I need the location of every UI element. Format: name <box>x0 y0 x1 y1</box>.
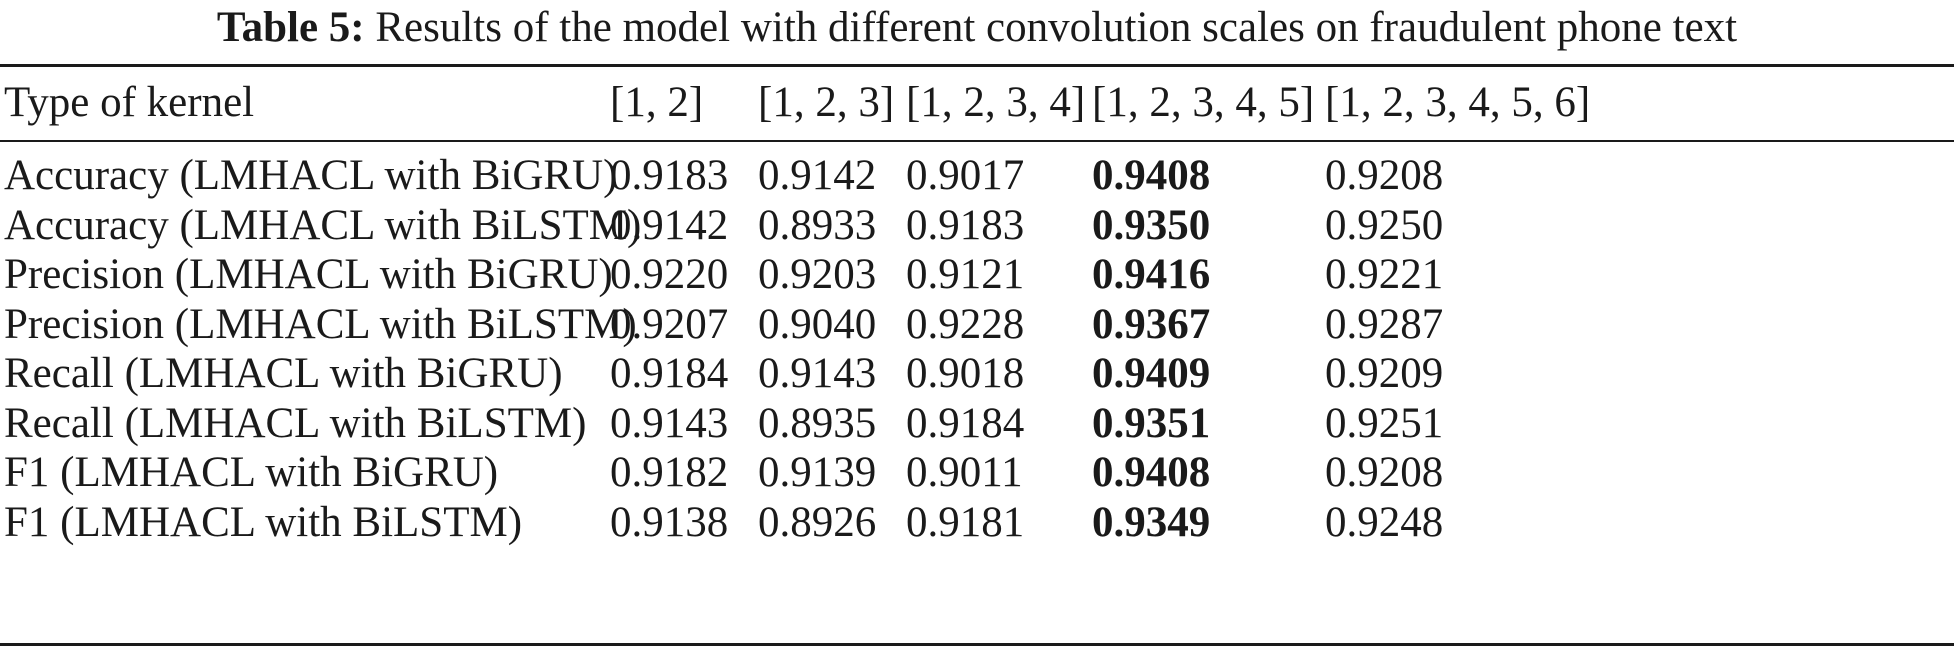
value-cell: 0.9250 <box>1325 201 1444 249</box>
value-cell: 0.9416 <box>1092 251 1211 298</box>
value-cell: 0.9207 <box>610 300 729 348</box>
value-cell: 0.9221 <box>1325 251 1444 298</box>
value-cell: 0.9287 <box>1325 300 1444 348</box>
value-cell: 0.9138 <box>610 498 729 546</box>
value-cell: 0.9018 <box>906 350 1025 397</box>
value-cell: 0.9349 <box>1092 498 1211 546</box>
table-bottom-rule <box>0 643 1954 646</box>
value-cell: 0.9181 <box>906 498 1025 546</box>
value-cell: 0.9208 <box>1325 449 1444 496</box>
value-cell: 0.9351 <box>1092 399 1211 447</box>
value-cell: 0.9143 <box>758 350 877 397</box>
header-cell-kernel-1: [1, 2] <box>610 79 704 126</box>
value-cell: 0.9017 <box>906 152 1025 199</box>
row-label: Accuracy (LMHACL with BiLSTM) <box>4 201 642 249</box>
value-cell: 0.9208 <box>1325 152 1444 199</box>
value-cell: 0.9408 <box>1092 449 1211 496</box>
header-cell-kernel-3: [1, 2, 3, 4] <box>906 79 1086 126</box>
table-header-rule <box>0 140 1954 142</box>
value-cell: 0.9139 <box>758 449 877 496</box>
header-cell-type: Type of kernel <box>4 79 255 126</box>
row-label: Recall (LMHACL with BiLSTM) <box>4 399 587 447</box>
value-cell: 0.9228 <box>906 300 1025 348</box>
value-cell: 0.9203 <box>758 251 877 298</box>
header-cell-kernel-4: [1, 2, 3, 4, 5] <box>1092 79 1315 126</box>
value-cell: 0.9350 <box>1092 201 1211 249</box>
value-cell: 0.9248 <box>1325 498 1444 546</box>
table-top-rule <box>0 64 1954 67</box>
row-label: Precision (LMHACL with BiLSTM) <box>4 300 637 348</box>
value-cell: 0.9409 <box>1092 350 1211 397</box>
value-cell: 0.9183 <box>610 152 729 199</box>
value-cell: 0.9251 <box>1325 399 1444 447</box>
value-cell: 0.9408 <box>1092 152 1211 199</box>
table-caption-text: Results of the model with different conv… <box>375 4 1738 51</box>
value-cell: 0.9184 <box>610 350 729 397</box>
value-cell: 0.9209 <box>1325 350 1444 397</box>
row-label: Recall (LMHACL with BiGRU) <box>4 350 563 397</box>
header-cell-kernel-5: [1, 2, 3, 4, 5, 6] <box>1325 79 1591 126</box>
row-label: Precision (LMHACL with BiGRU) <box>4 251 613 298</box>
table-caption: Table 5: Results of the model with diffe… <box>0 2 1954 54</box>
value-cell: 0.8935 <box>758 399 877 447</box>
value-cell: 0.9011 <box>906 449 1023 496</box>
value-cell: 0.9143 <box>610 399 729 447</box>
value-cell: 0.8926 <box>758 498 877 546</box>
value-cell: 0.9142 <box>610 201 729 249</box>
value-cell: 0.9040 <box>758 300 877 348</box>
row-label: F1 (LMHACL with BiLSTM) <box>4 498 523 546</box>
value-cell: 0.9121 <box>906 251 1025 298</box>
value-cell: 0.9367 <box>1092 300 1211 348</box>
row-label: F1 (LMHACL with BiGRU) <box>4 449 499 496</box>
header-cell-kernel-2: [1, 2, 3] <box>758 79 895 126</box>
value-cell: 0.9142 <box>758 152 877 199</box>
table-caption-label: Table 5: <box>216 4 365 51</box>
value-cell: 0.9182 <box>610 449 729 496</box>
value-cell: 0.9183 <box>906 201 1025 249</box>
value-cell: 0.9184 <box>906 399 1025 447</box>
row-label: Accuracy (LMHACL with BiGRU) <box>4 152 618 199</box>
value-cell: 0.8933 <box>758 201 877 249</box>
value-cell: 0.9220 <box>610 251 729 298</box>
